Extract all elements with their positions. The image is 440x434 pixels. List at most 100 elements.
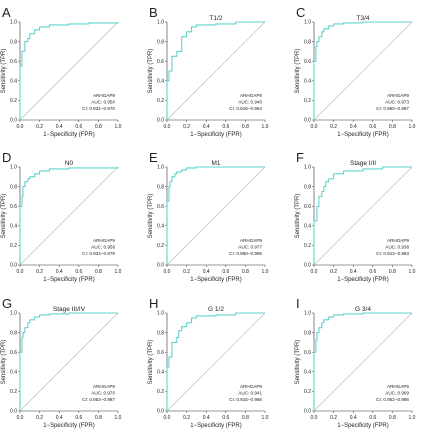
diagonal-reference-line (19, 21, 119, 121)
y-tick-label: 0.0 (304, 263, 311, 269)
diagonal-reference-line (313, 166, 413, 266)
roc-curve (166, 312, 265, 411)
panel-letter: G (2, 296, 12, 311)
panel-i: I G 3/4 0.00.0 0.2 0.2 0.4 0.4 0.6 0.6 0.8 0.8 1.0 1… (295, 296, 416, 429)
panel-title: G 1/2 (208, 306, 224, 313)
legend-ci: CI: 0.915−0.966 (229, 397, 262, 402)
y-tick-label: 0.2 (304, 243, 311, 249)
y-tick-label: 0.0 (10, 263, 17, 269)
legend-auc: AUC: 0.950 (91, 100, 115, 105)
diagonal-reference-line (19, 312, 119, 412)
y-tick-label: 0.0 (304, 118, 311, 124)
panel-letter: A (2, 5, 11, 20)
y-tick-label: 0.2 (304, 389, 311, 395)
panel-title: Stage I/II (350, 160, 376, 167)
panel-letter: C (296, 5, 305, 20)
diagonal-reference-line (166, 21, 266, 121)
x-axis-label: 1−Specificity (FPR) (337, 277, 389, 283)
x-tick-label: 0.4 (350, 124, 357, 130)
y-tick-label: 0.0 (157, 263, 164, 269)
x-tick-label: 0.8 (242, 415, 249, 421)
legend-ci: CI: 0.952−0.986 (376, 397, 409, 402)
y-tick-label: 0.2 (10, 98, 17, 104)
y-tick-label: 0.8 (157, 184, 164, 190)
legend-ci: CI: 0.916−0.964 (229, 106, 262, 111)
y-tick-label: 0.8 (304, 184, 311, 190)
y-tick-label: 1.0 (157, 311, 164, 317)
x-tick-label: 0.2 (36, 269, 43, 275)
panel-letter: I (296, 296, 300, 311)
roc-curve (19, 167, 119, 265)
x-tick-label: 0.2 (183, 124, 190, 130)
x-tick-label: 0.8 (389, 269, 396, 275)
legend-ci: CI: 0.953−0.987 (82, 397, 115, 402)
x-tick-label: 0.8 (242, 124, 249, 130)
y-tick-label: 0.6 (10, 59, 17, 65)
panel-title: Stage III/IV (53, 306, 86, 313)
y-tick-label: 0.2 (157, 389, 164, 395)
y-tick-label: 0.8 (10, 39, 17, 45)
panel-d: D N0 0.00.0 0.2 0.2 0.4 0.4 0.6 0.6 0.8 0.8 1.0 1.0 1… (1, 150, 122, 283)
legend-auc: AUC: 0.940 (238, 100, 262, 105)
legend-marker-name: ARHGAP9 (387, 238, 409, 243)
y-tick-label: 0.8 (304, 39, 311, 45)
y-tick-label: 1.0 (157, 20, 164, 26)
diagonal-reference-line (313, 21, 413, 121)
x-tick-label: 0.2 (36, 124, 43, 130)
y-axis-label: Sensitivity (TPR) (295, 49, 301, 94)
x-tick-label: 0.6 (369, 415, 376, 421)
y-tick-label: 0.6 (157, 204, 164, 210)
panel-letter: D (2, 150, 11, 165)
legend-marker-name: ARHGAP9 (93, 93, 115, 98)
y-tick-label: 1.0 (10, 165, 17, 171)
x-tick-label: 0.4 (56, 415, 63, 421)
y-tick-label: 0.4 (10, 370, 17, 376)
legend-marker-name: ARHGAP9 (93, 238, 115, 243)
roc-curve (166, 21, 265, 120)
y-tick-label: 0.4 (10, 224, 17, 230)
x-tick-label: 0.0 (164, 269, 171, 275)
roc-curve (313, 21, 412, 120)
panel-b: B T1/2 0.00.0 0.2 0.2 0.4 0.4 0.6 0.6 0.8 0.8 1.0 1.… (148, 5, 269, 138)
roc-curve (313, 166, 412, 265)
x-tick-label: 0.0 (311, 269, 318, 275)
roc-curve (19, 22, 119, 120)
panel-title: G 3/4 (355, 306, 371, 313)
y-axis-label: Sensitivity (TPR) (1, 340, 7, 385)
y-tick-label: 0.6 (10, 204, 17, 210)
y-axis-label: Sensitivity (TPR) (148, 49, 154, 94)
x-tick-label: 0.8 (95, 124, 102, 130)
x-tick-label: 1.0 (409, 415, 416, 421)
x-axis-label: 1−Specificity (FPR) (43, 277, 95, 283)
x-tick-label: 0.2 (183, 415, 190, 421)
y-tick-label: 0.8 (10, 184, 17, 190)
y-axis-label: Sensitivity (TPR) (148, 340, 154, 385)
y-axis-label: Sensitivity (TPR) (148, 194, 154, 239)
diagonal-reference-line (19, 166, 119, 266)
x-tick-label: 0.0 (17, 124, 24, 130)
x-axis-label: 1−Specificity (FPR) (43, 423, 95, 429)
y-axis-label: Sensitivity (TPR) (295, 340, 301, 385)
x-tick-label: 0.6 (75, 269, 82, 275)
panel-f: F Stage I/II 0.00.0 0.2 0.2 0.4 0.4 0.6 0.6 0.8 0.… (295, 150, 416, 283)
x-tick-label: 0.0 (164, 124, 171, 130)
y-tick-label: 0.0 (157, 118, 164, 124)
y-tick-label: 0.4 (157, 370, 164, 376)
y-tick-label: 0.2 (157, 98, 164, 104)
panel-c: C T3/4 0.00.0 0.2 0.2 0.4 0.4 0.6 0.6 0.8 0.8 1.0 1.… (295, 5, 416, 138)
y-tick-label: 1.0 (10, 20, 17, 26)
y-axis-label: Sensitivity (TPR) (1, 49, 7, 94)
legend-marker-name: ARHGAP9 (387, 384, 409, 389)
y-tick-label: 0.6 (304, 204, 311, 210)
y-tick-label: 0.0 (304, 409, 311, 415)
x-tick-label: 1.0 (262, 269, 269, 275)
legend-marker-name: ARHGAP9 (240, 384, 262, 389)
x-tick-label: 0.4 (203, 415, 210, 421)
y-tick-label: 0.8 (157, 330, 164, 336)
x-tick-label: 0.2 (36, 415, 43, 421)
legend-auc: AUC: 0.977 (238, 245, 262, 250)
x-tick-label: 0.0 (164, 415, 171, 421)
legend-ci: CI: 0.931−0.970 (82, 106, 115, 111)
x-tick-label: 0.6 (222, 415, 229, 421)
